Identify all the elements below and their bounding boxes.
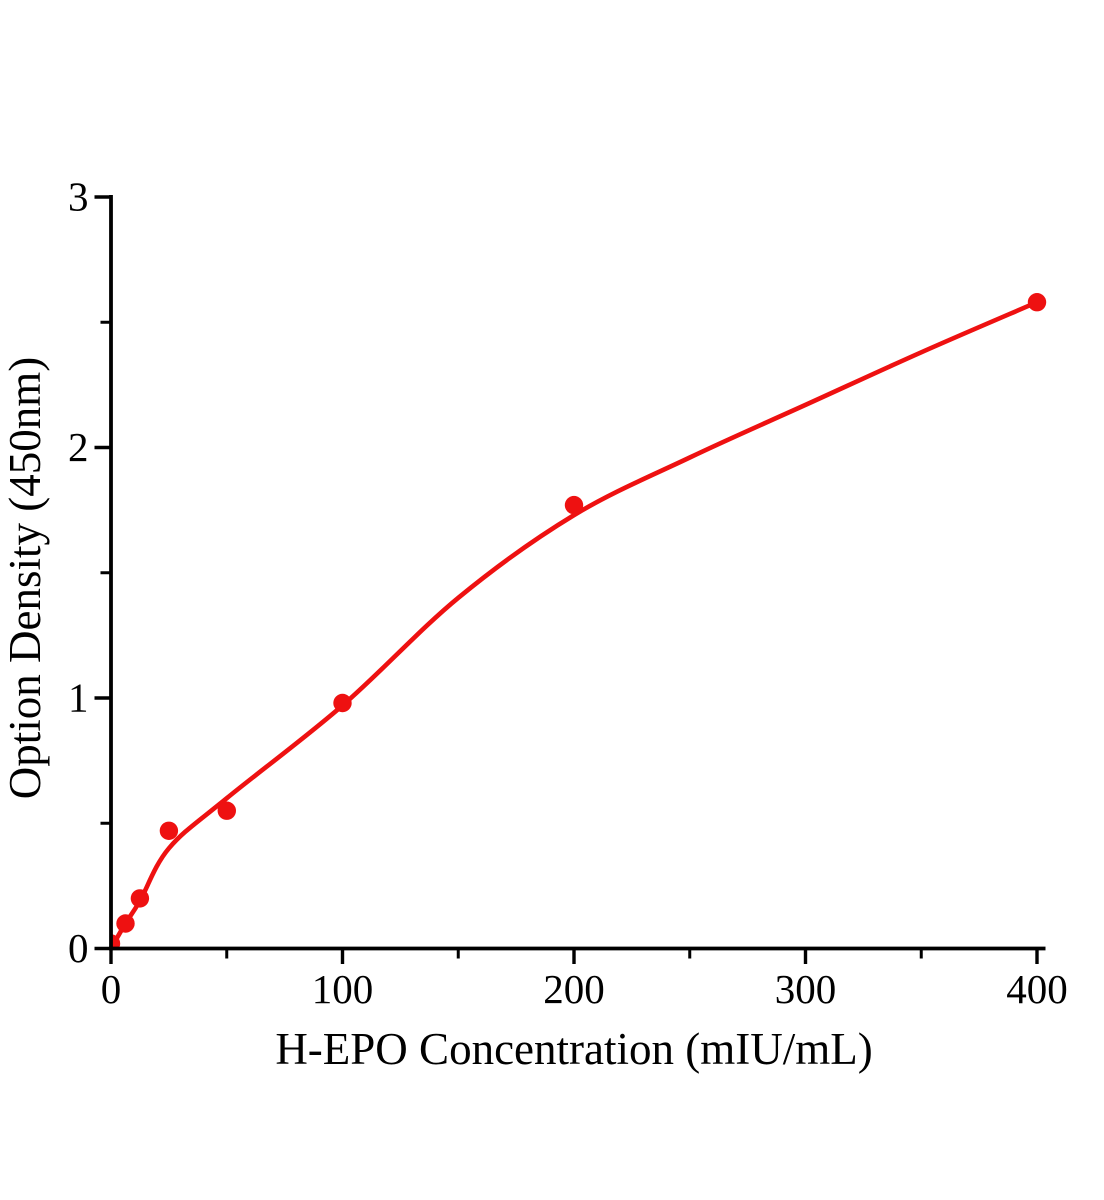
data-point — [116, 914, 135, 933]
x-tick-label: 100 — [312, 966, 374, 1012]
data-point — [333, 693, 352, 713]
data-point — [111, 934, 121, 949]
x-tick-label: 300 — [775, 966, 837, 1012]
y-axis-title: Option Density (450nm) — [0, 357, 50, 799]
x-tick-label: 0 — [101, 966, 122, 1012]
data-point — [130, 889, 150, 908]
x-tick-label: 200 — [543, 966, 605, 1012]
y-tick-label: 0 — [68, 925, 89, 971]
data-point — [564, 495, 584, 515]
x-tick-label: 400 — [1006, 966, 1068, 1012]
y-tick-label: 3 — [68, 174, 89, 220]
y-tick-label: 1 — [68, 675, 89, 721]
axis-titles-layer: H-EPO Concentration (mIU/mL) Option Dens… — [0, 357, 873, 1074]
data-point — [1027, 293, 1047, 312]
x-axis-title: H-EPO Concentration (mIU/mL) — [275, 1024, 872, 1074]
y-tick-label: 2 — [68, 424, 89, 470]
axes-layer — [94, 195, 1046, 964]
data-point — [217, 801, 236, 820]
data-point — [159, 821, 179, 840]
data-layer — [111, 293, 1047, 949]
tick-labels-layer: 0 100 200 300 400 0 1 2 3 — [68, 174, 1068, 1013]
fit-curve — [111, 299, 1040, 949]
